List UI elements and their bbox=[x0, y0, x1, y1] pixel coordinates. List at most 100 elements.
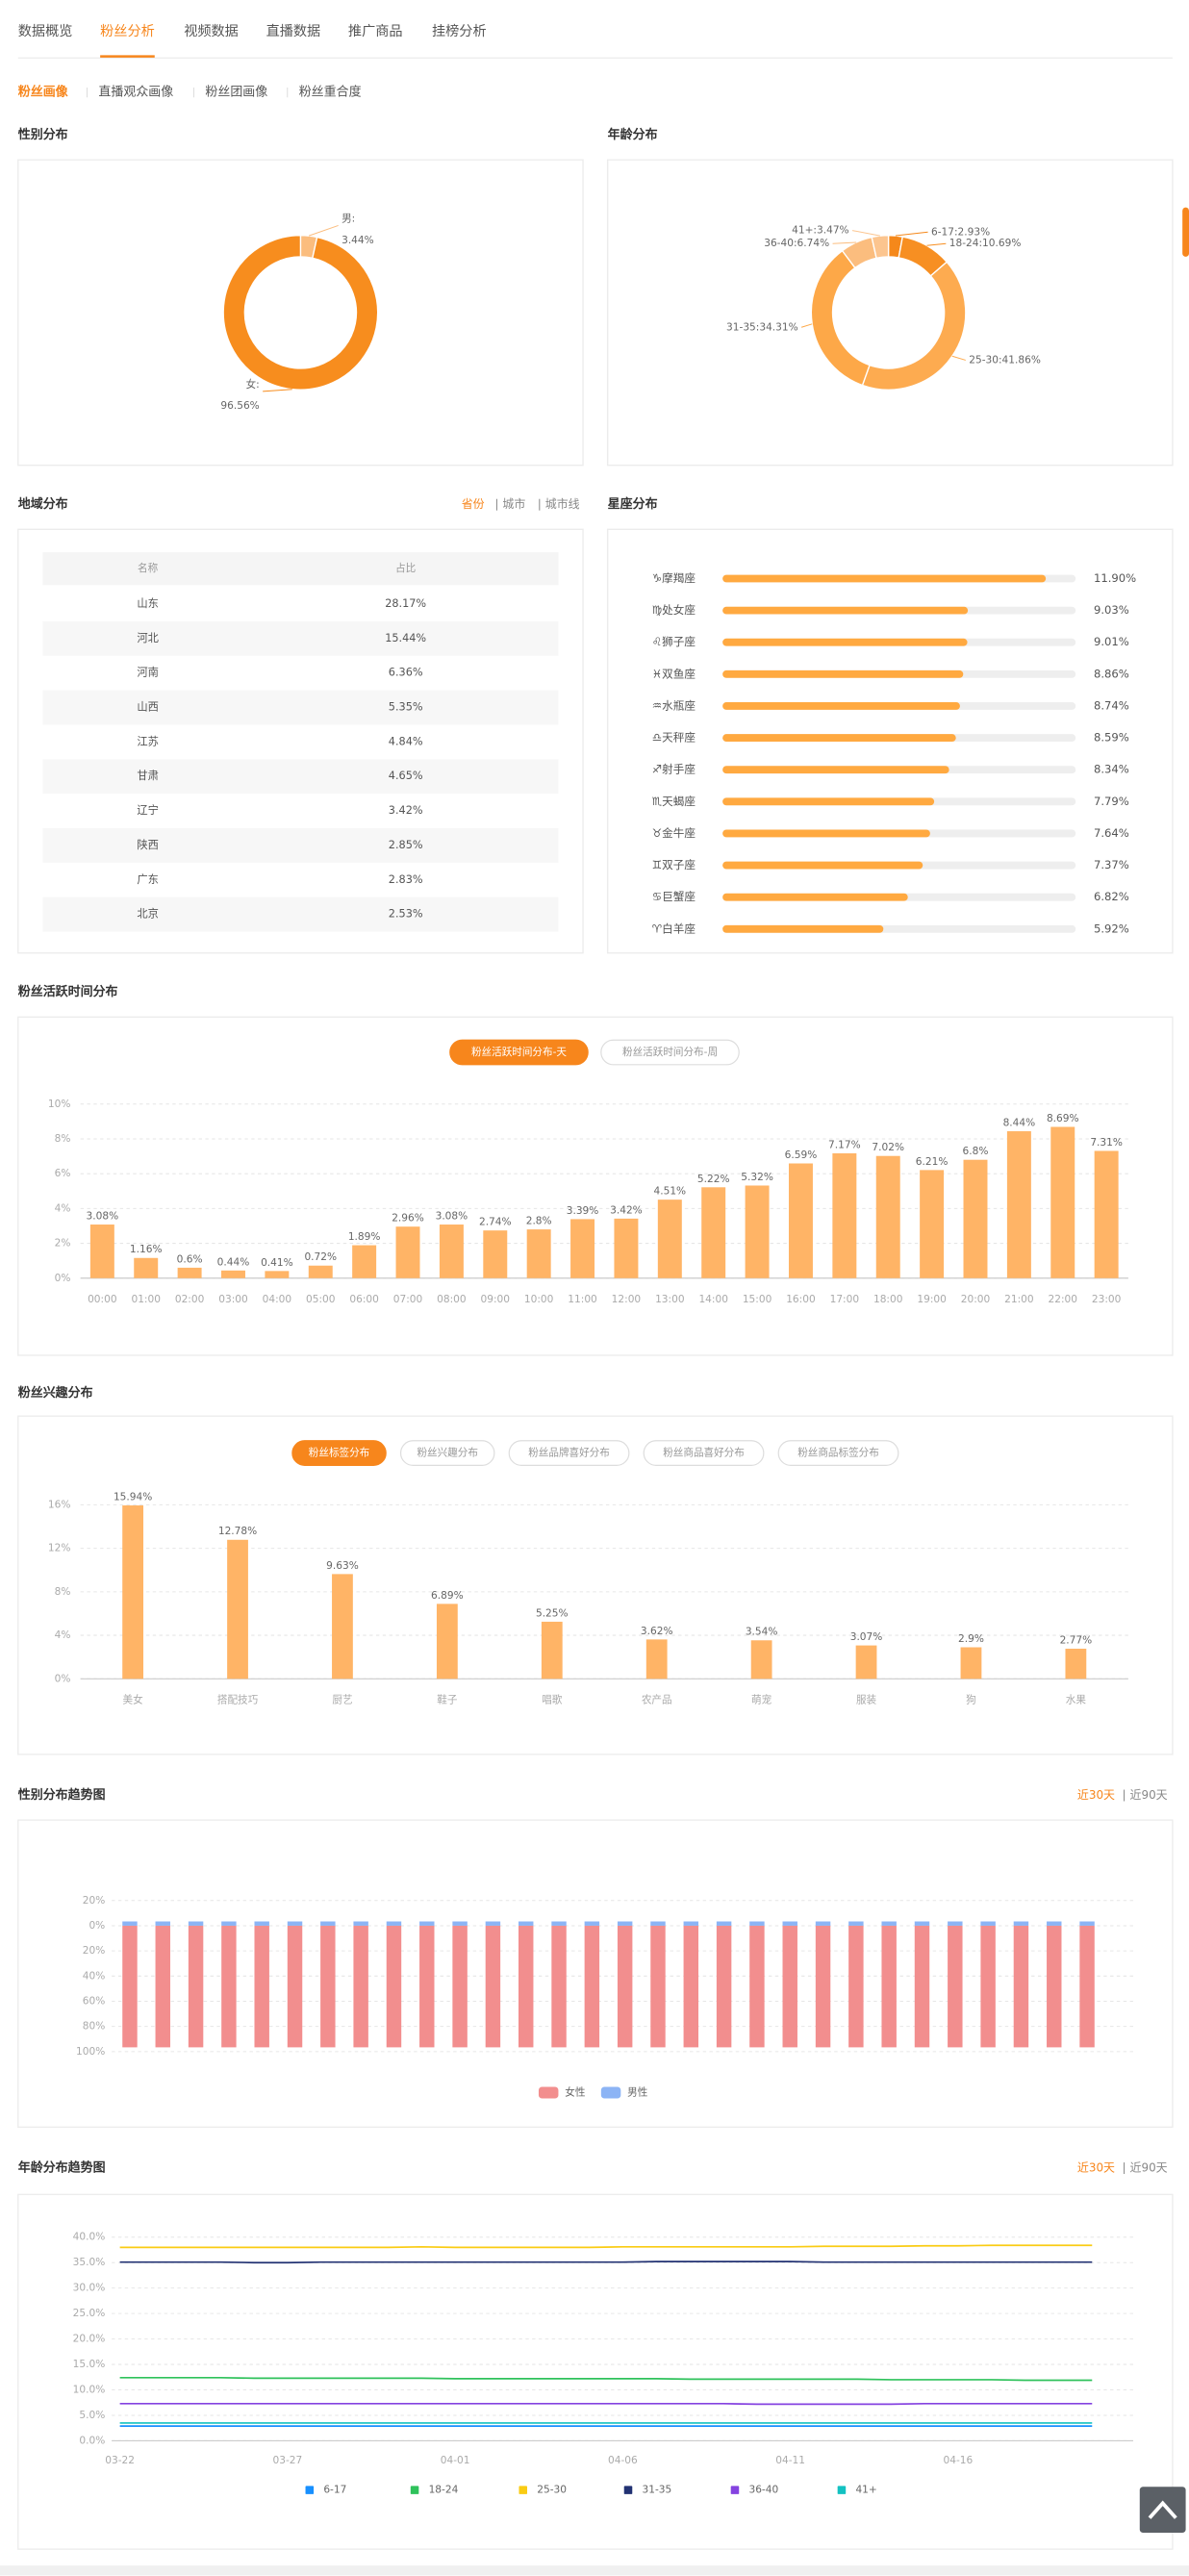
bar bbox=[122, 1505, 144, 1679]
toggle-label[interactable]: 粉丝商品喜好分布 bbox=[663, 1447, 745, 1459]
bar bbox=[570, 1219, 595, 1278]
x-tick-label: 01:00 bbox=[131, 1294, 161, 1305]
toggle-label[interactable]: 粉丝标签分布 bbox=[309, 1447, 369, 1459]
y-tick-label: 12% bbox=[48, 1543, 71, 1554]
y-tick-label: 4% bbox=[55, 1202, 71, 1214]
x-tick-label: 鞋子 bbox=[437, 1694, 458, 1706]
toggle-label[interactable]: 粉丝活跃时间分布-天 bbox=[471, 1046, 567, 1058]
toggle-pill[interactable] bbox=[508, 1440, 630, 1466]
y-tick-label: 4% bbox=[55, 1629, 71, 1641]
x-tick-label: 02:00 bbox=[175, 1294, 205, 1305]
toggle-pill[interactable] bbox=[600, 1039, 740, 1066]
sub-tab[interactable]: 粉丝团画像 bbox=[205, 86, 267, 100]
nav-tab[interactable]: 粉丝分析 bbox=[100, 24, 155, 39]
toggle[interactable]: 城市线 bbox=[545, 496, 580, 511]
bar-segment bbox=[782, 1921, 797, 1926]
y-tick-label: 60% bbox=[83, 1995, 106, 2007]
value-label: 9.01% bbox=[1094, 635, 1129, 648]
toggle[interactable]: 城市 bbox=[502, 496, 525, 511]
panel bbox=[17, 159, 584, 467]
toggle-label[interactable]: 粉丝商品标签分布 bbox=[797, 1447, 879, 1459]
value-label: 6.8% bbox=[963, 1146, 989, 1157]
legend-swatch bbox=[623, 2486, 633, 2494]
bar bbox=[1050, 1126, 1075, 1278]
nav-tab[interactable]: 挂榜分析 bbox=[432, 23, 487, 39]
x-tick-label: 16:00 bbox=[786, 1294, 816, 1305]
slice-label: 6-17:2.93% bbox=[931, 226, 990, 238]
toggle-pill[interactable] bbox=[399, 1440, 495, 1466]
bar bbox=[526, 1229, 551, 1278]
category-label: ♒水瓶座 bbox=[652, 698, 696, 712]
legend-swatch bbox=[519, 2486, 528, 2494]
y-tick-label: 25.0% bbox=[73, 2308, 106, 2319]
value-label: 5.92% bbox=[1094, 922, 1129, 935]
pie-slice bbox=[222, 235, 379, 391]
bar-segment bbox=[452, 1925, 468, 2048]
bar bbox=[855, 1645, 877, 1679]
bar-segment bbox=[749, 1925, 765, 2048]
table-cell: 15.44% bbox=[385, 632, 426, 644]
toggle[interactable]: 近30天 bbox=[1077, 2161, 1115, 2175]
y-tick-label: 0% bbox=[89, 1920, 105, 1932]
toggle[interactable]: 省份 bbox=[462, 497, 485, 511]
nav-tab[interactable]: 视频数据 bbox=[184, 24, 239, 39]
value-label: 6.89% bbox=[431, 1590, 464, 1602]
toggle-pill[interactable] bbox=[643, 1440, 765, 1466]
y-tick-label: 35.0% bbox=[73, 2257, 106, 2268]
table-cell: 陕西 bbox=[137, 838, 159, 851]
bar bbox=[920, 1170, 945, 1278]
x-tick-label: 23:00 bbox=[1092, 1294, 1122, 1305]
nav-tab[interactable]: 推广商品 bbox=[348, 24, 403, 39]
value-label: 0.72% bbox=[304, 1251, 337, 1263]
bar-segment bbox=[1079, 1921, 1095, 1926]
x-tick-label: 厨艺 bbox=[332, 1695, 352, 1706]
sub-tab[interactable]: 直播观众画像 bbox=[98, 86, 173, 100]
toggle-pill[interactable] bbox=[291, 1440, 387, 1466]
bar-segment bbox=[221, 1925, 237, 2048]
x-tick-label: 搭配技巧 bbox=[217, 1694, 259, 1706]
section-title: 粉丝兴趣分布 bbox=[18, 1385, 93, 1401]
toggle-label[interactable]: 粉丝兴趣分布 bbox=[417, 1447, 477, 1459]
pie-slice bbox=[871, 235, 890, 260]
bar-segment bbox=[815, 1925, 831, 2048]
sub-tab[interactable]: 粉丝画像 bbox=[18, 85, 69, 100]
line-series bbox=[119, 2376, 1093, 2382]
side-tab[interactable] bbox=[1182, 207, 1189, 257]
bar bbox=[722, 861, 923, 870]
category-label: ♋巨蟹座 bbox=[652, 890, 696, 903]
toggle-label[interactable]: 粉丝活跃时间分布-周 bbox=[622, 1046, 718, 1058]
bar bbox=[227, 1539, 248, 1679]
leader-line bbox=[895, 231, 928, 237]
section-title: 性别分布 bbox=[18, 127, 68, 142]
x-tick-label: 20:00 bbox=[961, 1294, 991, 1305]
table-cell: 5.35% bbox=[389, 701, 423, 714]
x-tick-label: 21:00 bbox=[1004, 1294, 1034, 1305]
nav-tab[interactable]: 直播数据 bbox=[266, 23, 321, 39]
bar bbox=[89, 1225, 114, 1278]
leader-line bbox=[800, 323, 813, 328]
toggle-pill[interactable] bbox=[777, 1440, 899, 1466]
toggle-pill[interactable] bbox=[449, 1039, 589, 1066]
bar-segment bbox=[386, 1925, 402, 2048]
bar bbox=[722, 734, 956, 743]
sub-tab[interactable]: 粉丝重合度 bbox=[299, 85, 362, 100]
bar-segment bbox=[551, 1925, 567, 2048]
toggle[interactable]: 近30天 bbox=[1077, 1788, 1115, 1802]
value-label: 1.16% bbox=[130, 1244, 163, 1255]
toggle-label[interactable]: 粉丝品牌喜好分布 bbox=[528, 1447, 610, 1459]
table-cell: 广东 bbox=[137, 873, 159, 886]
bar bbox=[657, 1200, 682, 1278]
x-tick-label: 03:00 bbox=[218, 1294, 248, 1305]
bar bbox=[483, 1230, 508, 1278]
panel bbox=[17, 528, 584, 954]
toggle[interactable]: 近90天 bbox=[1130, 2161, 1168, 2175]
value-label: 8.44% bbox=[1003, 1117, 1036, 1128]
toggle[interactable]: 近90天 bbox=[1130, 1788, 1168, 1802]
x-tick-label: 美女 bbox=[123, 1694, 143, 1706]
value-label: 0.6% bbox=[177, 1253, 203, 1265]
value-label: 6.21% bbox=[916, 1156, 949, 1168]
back-to-top[interactable] bbox=[1139, 2487, 1186, 2534]
value-label: 7.02% bbox=[872, 1142, 904, 1153]
bar bbox=[960, 1647, 982, 1679]
nav-tab[interactable]: 数据概览 bbox=[18, 24, 73, 39]
